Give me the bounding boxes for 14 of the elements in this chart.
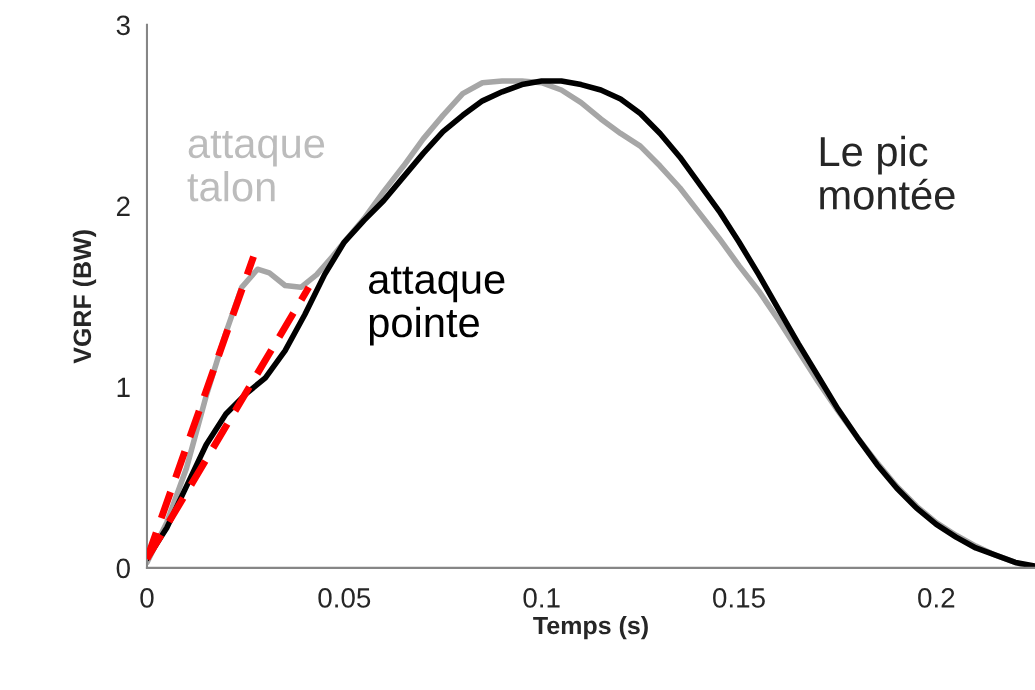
x-tick-label: 0.2 [918, 588, 955, 608]
y-tick-label: 0 [116, 558, 130, 579]
x-tick-label: 0.1 [523, 588, 560, 608]
y-tick-label: 1 [117, 377, 130, 397]
y-tick-label: 2 [116, 196, 130, 216]
x-tick-label: 0.05 [318, 588, 371, 608]
annotation: Le pic montée [820, 135, 955, 210]
y-tick-label: 3 [116, 15, 130, 36]
series-label: attaque pointe [368, 266, 505, 346]
y-axis-title: VGRF (BW) [72, 230, 97, 364]
x-tick-label: 0.15 [713, 588, 765, 608]
series-label: attaque talon [187, 130, 325, 202]
x-axis-title: Temps (s) [533, 615, 648, 640]
x-tick-label: 0 [140, 588, 154, 608]
